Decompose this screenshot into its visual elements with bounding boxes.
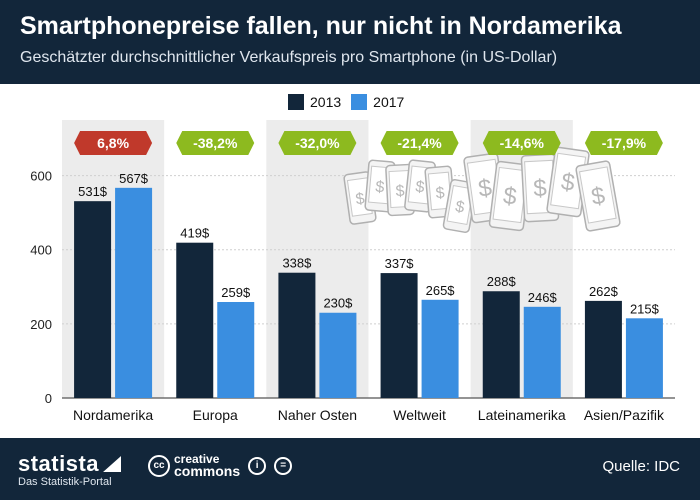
bar-2013-1 [74,201,112,398]
chart-subtitle: Geschätzter durchschnittlicher Verkaufsp… [20,49,558,66]
svg-text:$: $ [589,182,607,211]
value-label-2017-3: 230$ [323,296,353,311]
value-label-2013-3: 338$ [282,256,312,271]
category-label-4: Weltweit [393,407,446,423]
smartphone-icon: $ [575,160,621,232]
header: Smartphonepreise fallen, nur nicht in No… [0,0,700,84]
svg-text:$: $ [355,190,366,208]
footer: statista Das Statistik-Portal cc creativ… [0,438,700,500]
change-badge-1 [74,131,153,155]
cc-line2: commons [174,463,241,479]
svg-text:$: $ [395,183,405,200]
svg-text:$: $ [415,179,426,197]
bar-2017-2 [217,301,255,398]
value-label-2013-5: 288$ [487,274,517,289]
svg-text:$: $ [533,175,548,203]
legend: 2013 2017 [288,93,404,111]
value-label-2013-4: 337$ [385,256,415,271]
category-label-1: Nordamerika [73,407,153,423]
change-label-3: -32,0% [295,135,340,151]
value-label-2013-1: 531$ [78,184,108,199]
change-label-6: -17,9% [602,135,647,151]
brand-tagline: Das Statistik-Portal [18,476,112,488]
brand-name: statista [18,451,100,476]
svg-text:$: $ [435,185,445,203]
change-label-1: 6,8% [97,135,129,151]
y-tick-label: 600 [30,169,52,184]
bar-2017-6 [625,318,663,398]
bar-2013-4 [380,273,418,398]
legend-label-2013: 2013 [310,94,342,110]
value-label-2017-6: 215$ [630,301,660,316]
change-label-4: -21,4% [397,135,442,151]
change-label-5: -14,6% [500,135,545,151]
bar-2013-2 [176,242,214,398]
legend-swatch-2017 [351,94,368,110]
source-label: Quelle: IDC [602,458,680,475]
value-label-2017-1: 567$ [119,171,149,186]
svg-text:$: $ [502,182,519,210]
statista-logo: statista Das Statistik-Portal [18,451,122,488]
svg-text:$: $ [477,174,494,203]
y-tick-label: 200 [30,317,52,332]
svg-text:$: $ [375,179,385,197]
legend-swatch-2013 [288,94,304,110]
statista-flag-icon [103,456,122,472]
bar-2017-1 [115,187,153,398]
category-label-6: Asien/Pazifik [584,407,665,423]
bar-chart: 0 200 400 600 $ $ $ $ $ $ $ $ $ $ $531$ 567$ Nordamerika… [30,120,675,423]
change-badge-5 [482,131,561,155]
cc-line1: creative [174,452,220,466]
bar-2013-3 [278,272,316,398]
value-label-2017-5: 246$ [528,290,558,305]
value-label-2017-4: 265$ [426,283,456,298]
bar-2017-5 [523,306,561,398]
category-label-3: Naher Osten [278,407,357,423]
change-badge-3 [278,131,357,155]
no-derivatives-icon: = [274,456,293,475]
legend-item-2013: 2013 [288,94,341,110]
change-badge-2 [176,131,255,155]
attribution-icon: i [248,456,267,475]
chart-title: Smartphonepreise fallen, nur nicht in No… [20,12,622,40]
smartphone-icon: $ [488,160,532,232]
value-label-2013-2: 419$ [180,226,210,241]
bar-2013-5 [482,291,520,398]
legend-item-2017: 2017 [351,94,404,110]
category-label-2: Europa [193,407,238,423]
y-tick-label: 0 [45,391,52,406]
value-label-2013-6: 262$ [589,284,619,299]
y-tick-label: 400 [30,243,52,258]
bar-2017-3 [319,312,357,398]
bar-2013-6 [584,300,622,398]
creative-commons-logo: cc creative commons i = [148,452,293,479]
svg-text:$: $ [454,198,466,216]
change-label-2: -38,2% [193,135,238,151]
change-badge-4 [380,131,459,155]
svg-text:$: $ [559,168,576,197]
legend-label-2017: 2017 [373,94,405,110]
category-label-5: Lateinamerika [478,407,566,423]
cc-icon: cc [148,454,170,477]
value-label-2017-2: 259$ [221,285,251,300]
change-badge-6 [584,131,663,155]
bar-2017-4 [421,299,459,398]
